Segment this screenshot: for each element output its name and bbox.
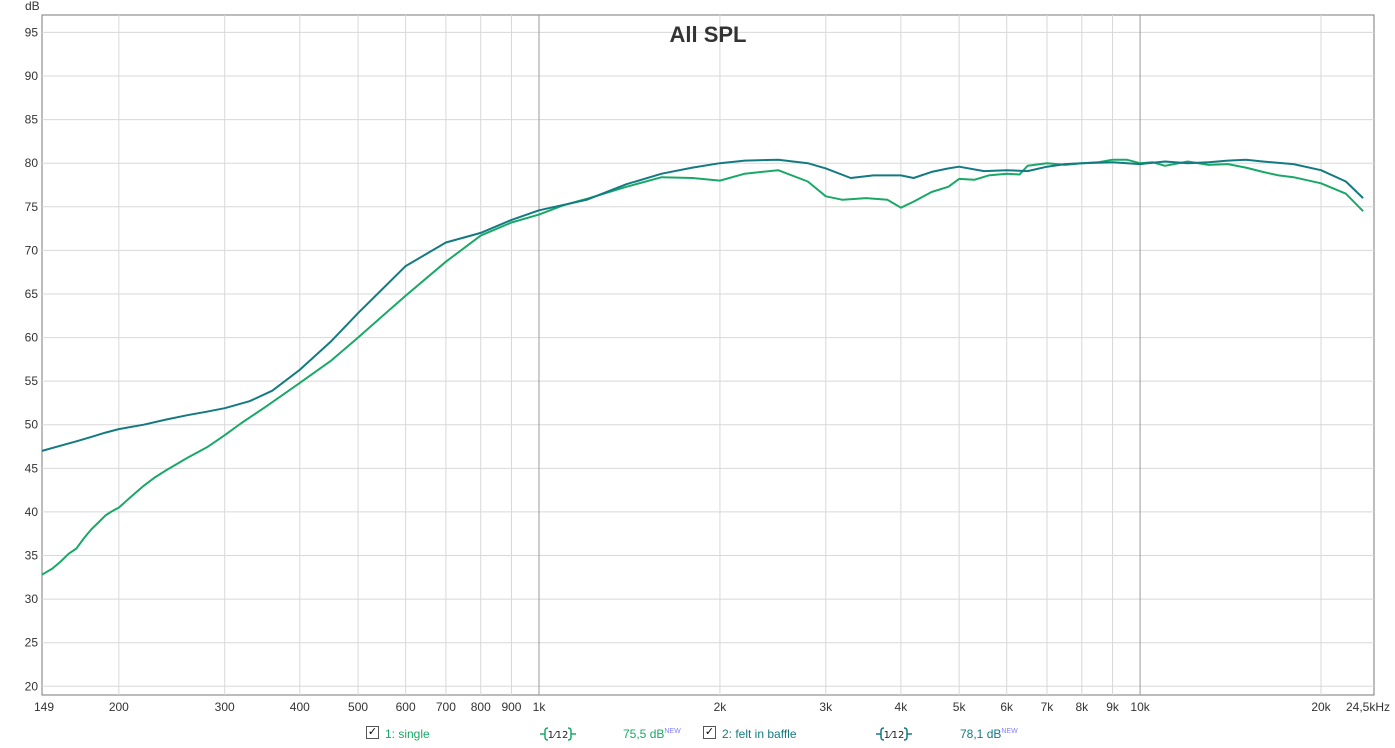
y-tick-label: 35 (25, 549, 39, 563)
x-tick-label: 24,5kHz (1346, 700, 1390, 714)
x-tick-label: 3k (819, 700, 833, 714)
x-tick-label: 20k (1311, 700, 1331, 714)
x-tick-label: 2k (714, 700, 728, 714)
y-tick-label: 25 (25, 636, 39, 650)
legend: ✓ 1: single 1⁄12 75,5 dBNEW ✓ 2: felt in… (0, 724, 1395, 744)
y-tick-label: 40 (25, 505, 39, 519)
plot-area (41, 14, 1375, 696)
grid-lines (42, 15, 1374, 695)
legend-checkbox-1[interactable]: ✓ (366, 726, 379, 739)
y-tick-label: 80 (25, 156, 39, 170)
x-tick-label: 6k (1000, 700, 1014, 714)
x-tick-label: 300 (215, 700, 235, 714)
x-tick-label: 500 (348, 700, 368, 714)
series-lines (41, 158, 1364, 576)
x-tick-label: 5k (953, 700, 967, 714)
x-tick-label: 10k (1130, 700, 1150, 714)
chart-title: All SPL (669, 22, 746, 47)
x-tick-label: 4k (895, 700, 909, 714)
y-tick-label: 45 (25, 461, 39, 475)
y-axis-ticks: 20 25 30 35 40 45 50 55 60 65 70 75 80 85 90 95 (25, 25, 39, 693)
smoothing-label-2: 1⁄12 (884, 730, 905, 741)
y-tick-label: 65 (25, 287, 39, 301)
x-tick-label: 600 (396, 700, 416, 714)
x-axis-ticks: 149 200 300 400 500 600 700 800 900 1k 2k 3k 4k 5k 6k 7… (34, 700, 1390, 714)
x-tick-label: 800 (471, 700, 491, 714)
x-tick-label: 8k (1075, 700, 1089, 714)
series-line-2 (41, 158, 1364, 452)
legend-level-2: 78,1 dBNEW (960, 727, 1018, 741)
x-tick-label: 7k (1041, 700, 1055, 714)
y-tick-label: 95 (25, 25, 39, 39)
legend-level-tag-2: NEW (1001, 728, 1018, 735)
y-tick-label: 30 (25, 592, 39, 606)
legend-label-1: 1: single (385, 727, 430, 741)
smoothing-label-1: 1⁄12 (548, 730, 569, 741)
legend-level-value-1: 75,5 dB (623, 727, 665, 741)
x-tick-label: 9k (1106, 700, 1120, 714)
legend-level-tag-1: NEW (664, 728, 681, 735)
y-tick-label: 85 (25, 113, 39, 127)
smoothing-badge-1[interactable]: 1⁄12 (540, 726, 576, 742)
x-tick-label: 400 (290, 700, 310, 714)
y-tick-label: 20 (25, 679, 39, 693)
y-tick-label: 90 (25, 69, 39, 83)
x-tick-label: 149 (34, 700, 54, 714)
legend-checkbox-2[interactable]: ✓ (703, 726, 716, 739)
y-tick-label: 55 (25, 374, 39, 388)
y-tick-label: 60 (25, 331, 39, 345)
y-tick-label: 75 (25, 200, 39, 214)
x-tick-label: 1k (533, 700, 547, 714)
y-axis-label: dB (25, 0, 40, 13)
x-tick-label: 200 (109, 700, 129, 714)
x-tick-label: 700 (436, 700, 456, 714)
legend-level-1: 75,5 dBNEW (623, 727, 681, 741)
y-tick-label: 70 (25, 243, 39, 257)
smoothing-badge-2[interactable]: 1⁄12 (876, 726, 912, 742)
legend-label-2: 2: felt in baffle (722, 727, 797, 741)
x-tick-label: 900 (501, 700, 521, 714)
y-tick-label: 50 (25, 418, 39, 432)
legend-level-value-2: 78,1 dB (960, 727, 1002, 741)
